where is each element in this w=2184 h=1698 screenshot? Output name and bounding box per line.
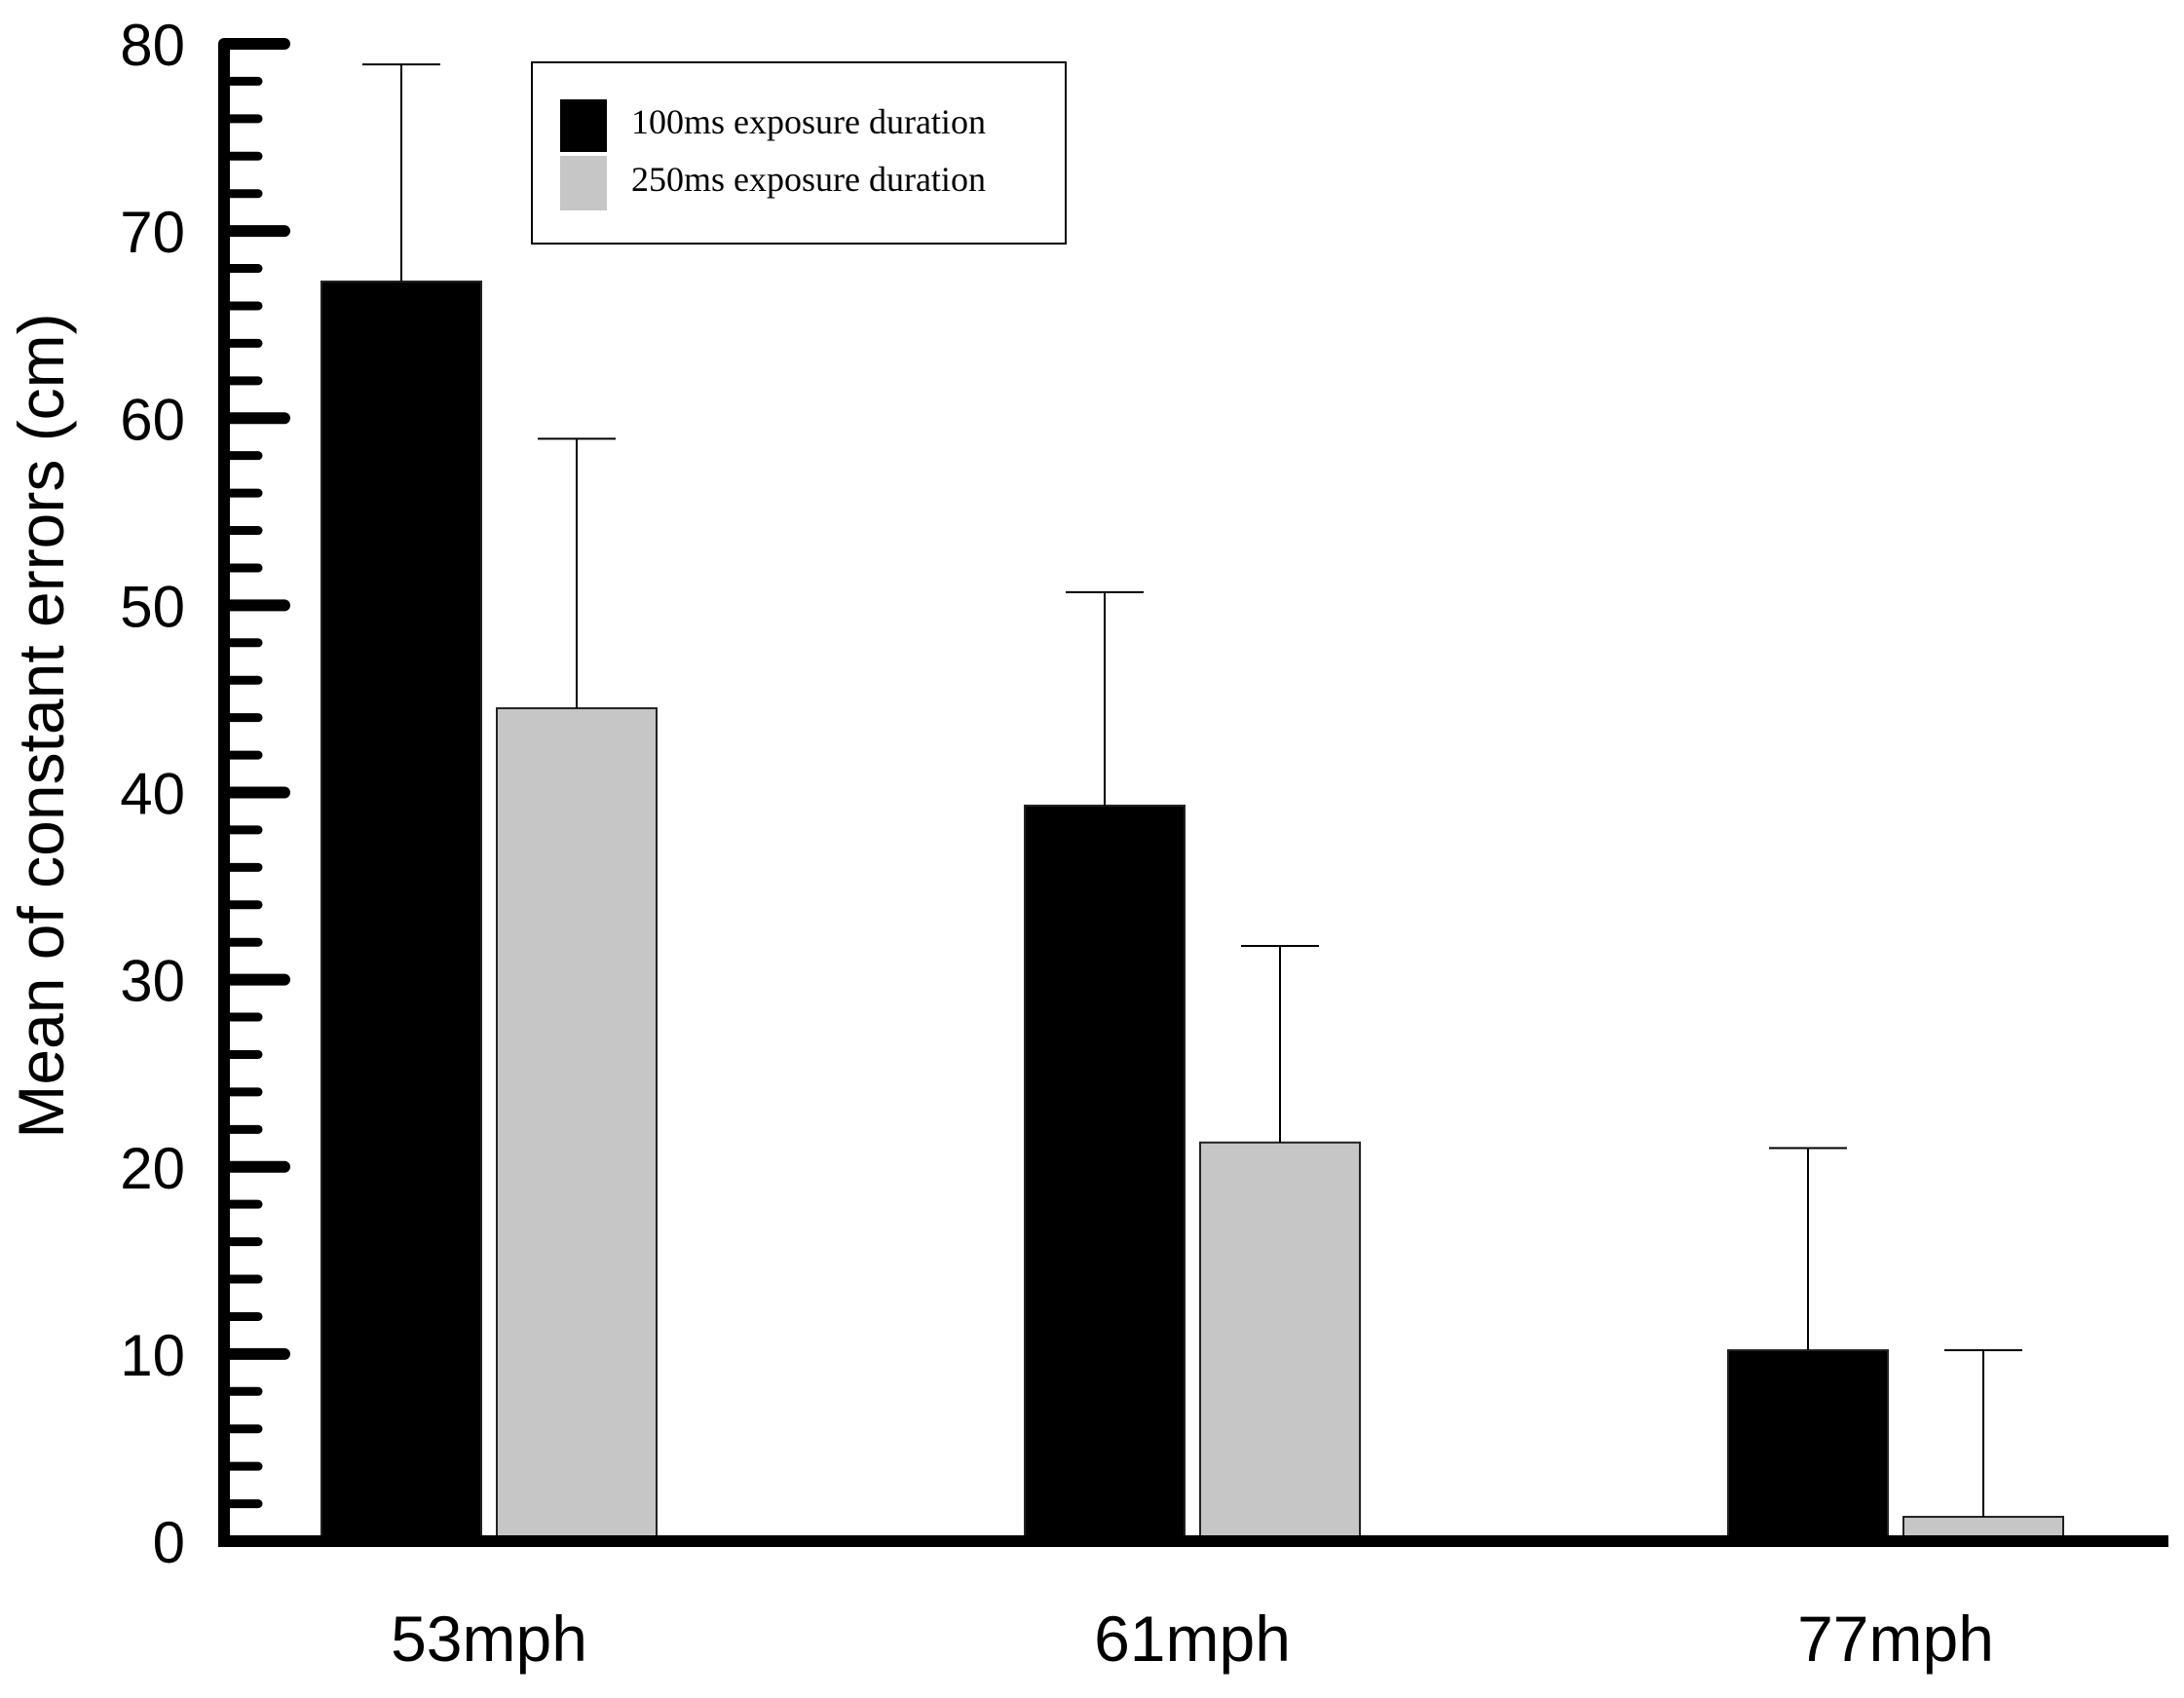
y-tick-label-60: 60 xyxy=(120,387,185,452)
y-tick-label-80: 80 xyxy=(120,13,185,78)
bar-61mph-series-2 xyxy=(1199,1141,1361,1543)
labels-layer: 53mph 61mph 77mph 0 10 20 30 40 50 60 70 80 xyxy=(120,13,1994,1675)
legend-label-250ms: 250ms exposure duration xyxy=(631,160,986,199)
bar-53mph-series-2 xyxy=(496,707,658,1542)
x-tick-label-77mph: 77mph xyxy=(1797,1603,1994,1675)
error-bars-layer xyxy=(362,63,2022,1518)
y-tick-label-70: 70 xyxy=(120,200,185,265)
bar-77mph-series-1 xyxy=(1727,1349,1889,1542)
legend-box xyxy=(531,61,1067,245)
bars-layer xyxy=(320,280,2064,1543)
y-axis-label: Mean of constant errors (cm) xyxy=(5,313,77,1138)
legend: 100ms exposure duration 250ms exposure d… xyxy=(531,61,1067,245)
y-ticks-layer xyxy=(218,38,290,1547)
x-tick-label-61mph: 61mph xyxy=(1094,1603,1291,1675)
legend-swatch-100ms xyxy=(560,99,607,152)
legend-label-100ms: 100ms exposure duration xyxy=(631,102,986,141)
y-tick-label-50: 50 xyxy=(120,574,185,639)
y-tick-label-20: 20 xyxy=(120,1136,185,1201)
y-tick-label-40: 40 xyxy=(120,762,185,827)
y-tick-label-10: 10 xyxy=(120,1323,185,1388)
bar-61mph-series-1 xyxy=(1024,804,1186,1542)
bar-53mph-series-1 xyxy=(320,280,482,1542)
x-tick-label-53mph: 53mph xyxy=(391,1603,587,1675)
y-tick-label-0: 0 xyxy=(153,1510,185,1575)
y-tick-label-30: 30 xyxy=(120,949,185,1014)
legend-swatch-250ms xyxy=(560,156,607,210)
